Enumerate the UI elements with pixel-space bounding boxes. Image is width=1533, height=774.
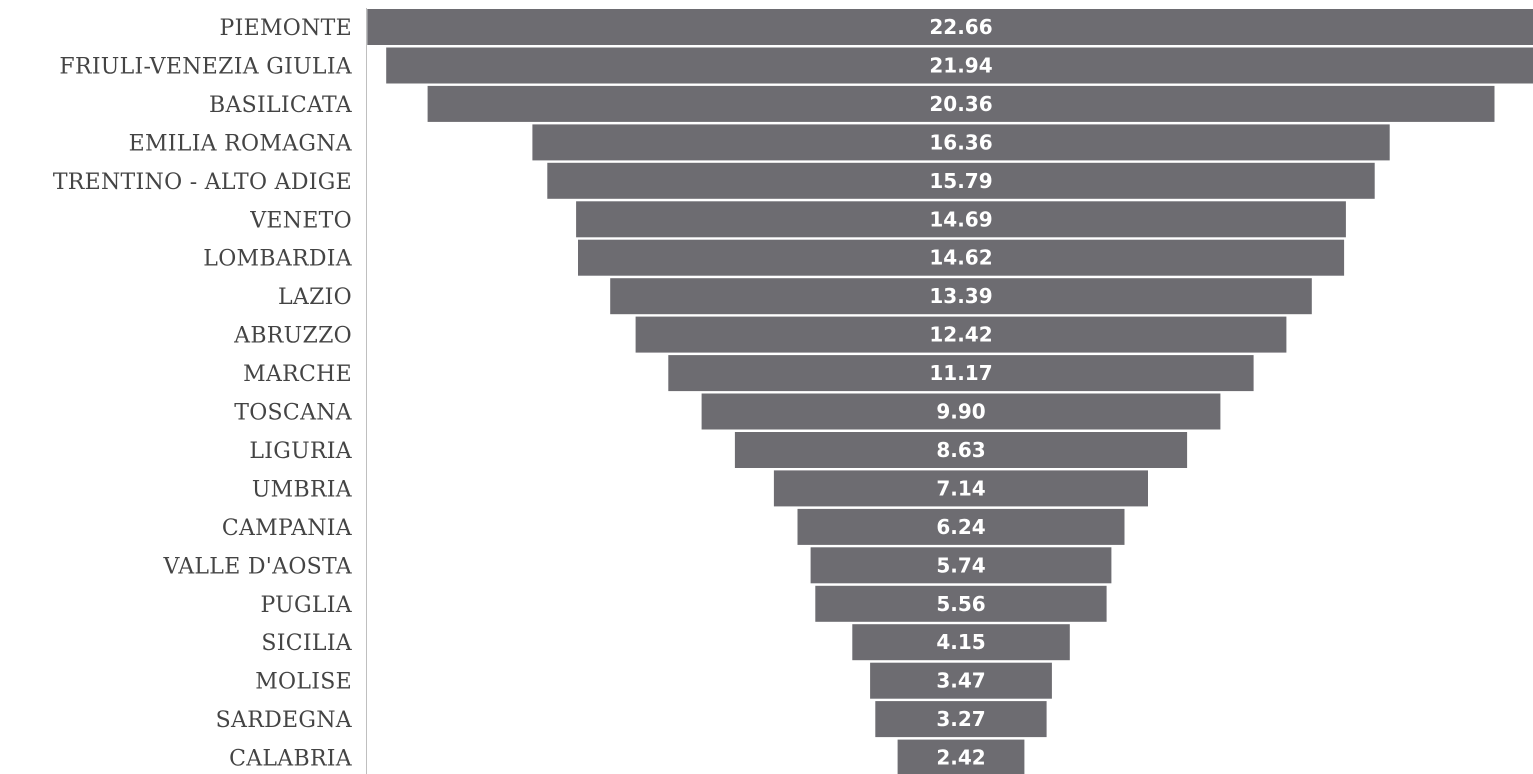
data-label: 20.36 xyxy=(929,92,992,116)
data-label: 5.74 xyxy=(936,553,985,577)
bar xyxy=(547,162,1375,199)
bar xyxy=(578,239,1345,276)
data-label: 15.79 xyxy=(929,169,992,193)
category-label: SARDEGNA xyxy=(216,708,353,733)
data-label: 7.14 xyxy=(936,476,985,500)
bar xyxy=(815,585,1107,622)
category-label: TOSCANA xyxy=(234,401,353,426)
data-label: 16.36 xyxy=(929,130,992,154)
category-label: LIGURIA xyxy=(249,439,352,464)
bar xyxy=(773,470,1148,507)
data-label: 14.62 xyxy=(929,246,992,270)
bar xyxy=(701,393,1221,430)
category-label: VALLE D'AOSTA xyxy=(163,554,353,579)
category-label: PIEMONTE xyxy=(220,16,353,41)
data-label: 12.42 xyxy=(929,323,992,347)
bar xyxy=(852,624,1070,661)
category-label: TRENTINO - ALTO ADIGE xyxy=(53,170,352,195)
category-label: MARCHE xyxy=(243,362,352,387)
data-label: 5.56 xyxy=(936,592,985,616)
bar xyxy=(610,278,1312,315)
bar xyxy=(668,355,1254,392)
category-label: CAMPANIA xyxy=(222,516,353,541)
data-label: 6.24 xyxy=(936,515,985,539)
bar xyxy=(576,201,1346,238)
data-label: 22.66 xyxy=(929,15,992,39)
category-label: EMILIA ROMAGNA xyxy=(129,131,353,156)
data-label: 13.39 xyxy=(929,284,992,308)
data-label: 9.90 xyxy=(936,400,985,424)
bar xyxy=(870,662,1052,699)
category-label: ABRUZZO xyxy=(233,324,352,349)
bar xyxy=(367,9,1533,45)
category-label: CALABRIA xyxy=(229,747,353,772)
category-label: BASILICATA xyxy=(209,93,353,118)
bar xyxy=(875,701,1047,738)
bar xyxy=(897,739,1025,774)
bar xyxy=(734,432,1188,468)
category-label: UMBRIA xyxy=(252,477,353,502)
bar xyxy=(797,508,1125,545)
category-label: PUGLIA xyxy=(260,593,352,618)
bar xyxy=(532,124,1390,161)
data-label: 8.63 xyxy=(936,438,985,462)
data-label: 3.47 xyxy=(936,669,985,693)
category-label: MOLISE xyxy=(255,670,352,695)
data-label: 11.17 xyxy=(929,361,992,385)
category-label: LAZIO xyxy=(278,285,352,310)
data-label: 2.42 xyxy=(936,746,985,770)
data-label: 4.15 xyxy=(936,630,985,654)
data-label: 14.69 xyxy=(929,207,992,231)
data-label: 3.27 xyxy=(936,707,985,731)
bar xyxy=(427,85,1495,122)
bar xyxy=(386,47,1533,84)
category-label: SICILIA xyxy=(261,631,352,656)
category-label: VENETO xyxy=(249,208,352,233)
bar xyxy=(810,547,1112,584)
bar xyxy=(635,316,1287,353)
category-label: LOMBARDIA xyxy=(203,247,353,272)
data-label: 21.94 xyxy=(929,54,992,78)
category-label: FRIULI-VENEZIA GIULIA xyxy=(59,55,352,80)
